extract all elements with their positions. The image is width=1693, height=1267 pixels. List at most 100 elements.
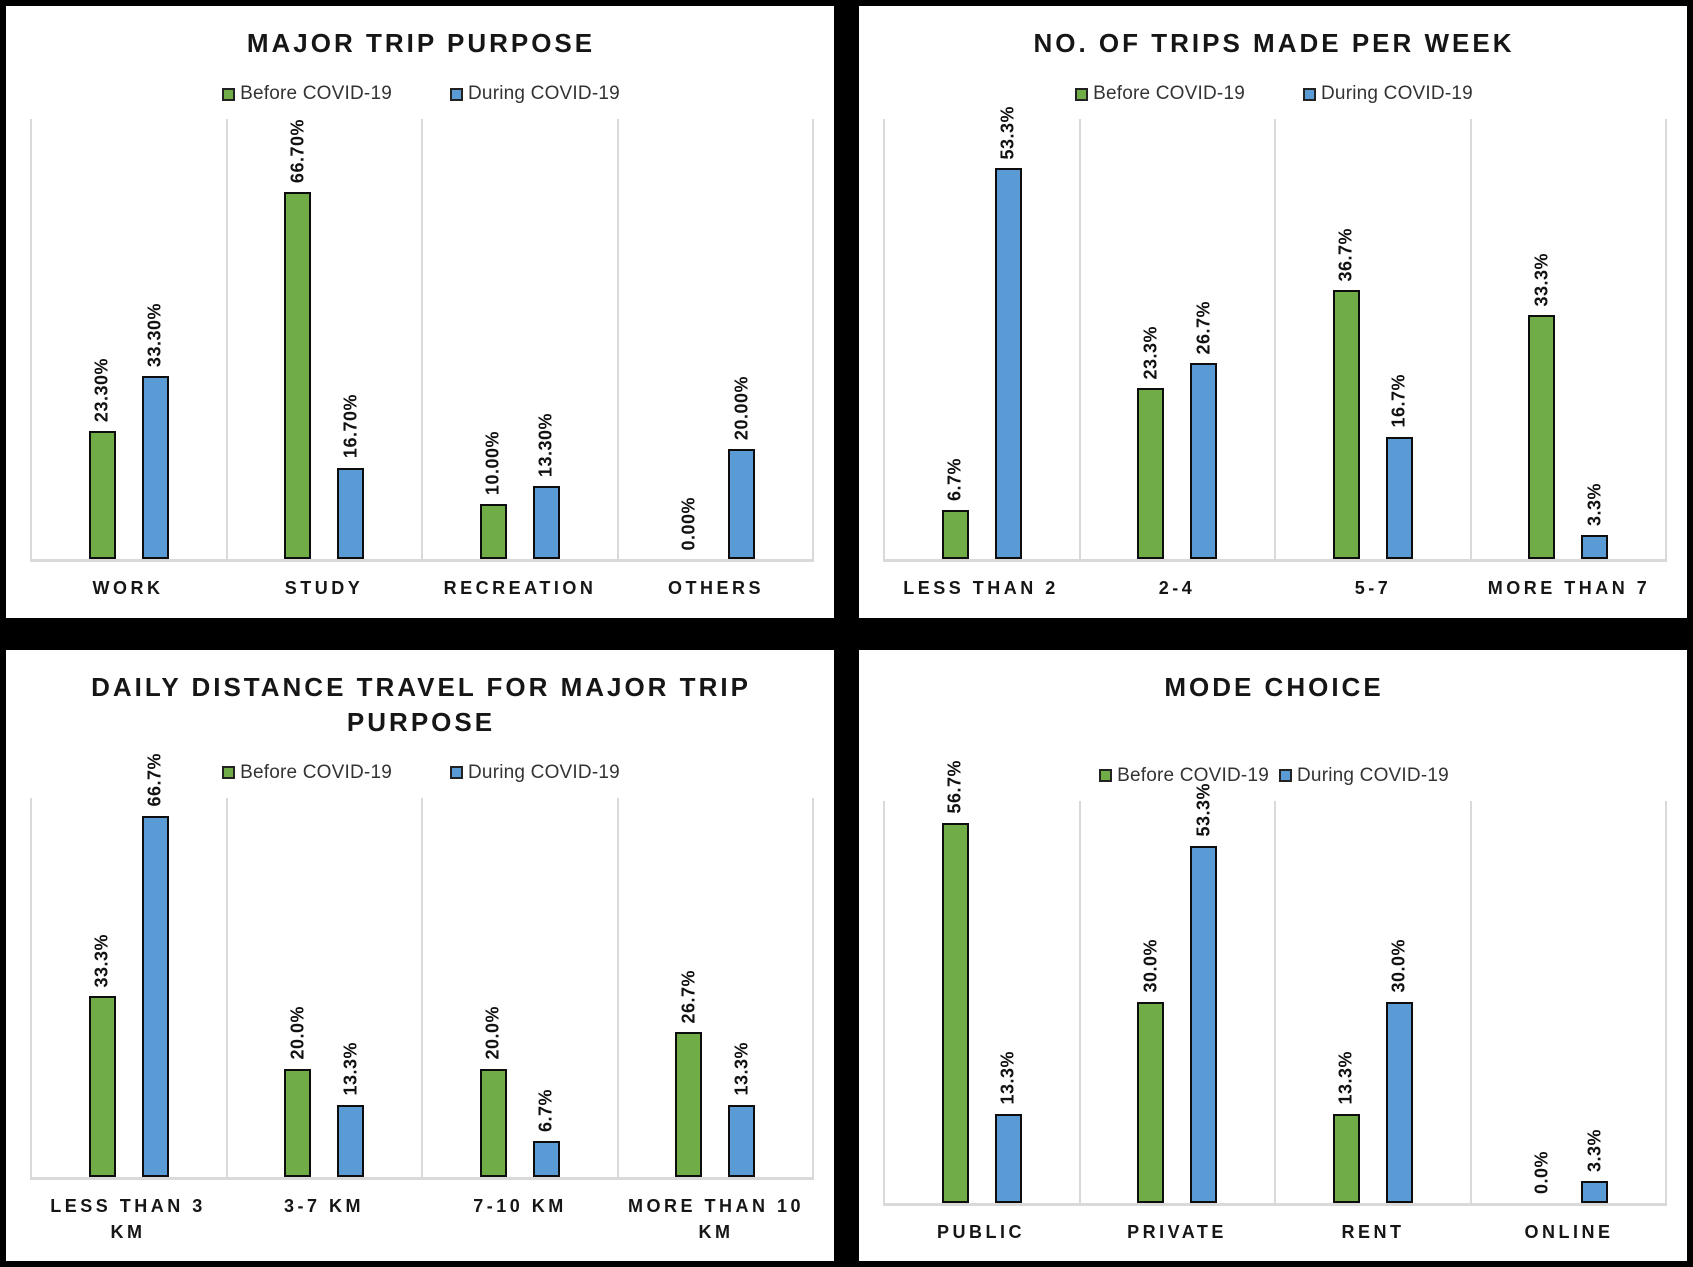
category-slot: 0.00% 20.00% [616, 119, 813, 560]
bar-value-label: 10.00% [483, 431, 504, 495]
bar-value-label: 56.7% [945, 760, 966, 814]
category-slot: 30.0% 53.3% [1078, 783, 1275, 1203]
category-slot: 13.3% 30.0% [1274, 800, 1470, 1203]
legend-label-before: Before COVID-19 [1117, 764, 1269, 786]
category-label: WORK [30, 562, 226, 601]
during-series-swatch [1303, 87, 1316, 101]
bar-value-text: 66.7% [144, 753, 165, 807]
bar-value-label: 13.30% [536, 413, 557, 477]
chart-title: NO. OF TRIPS MADE PER WEEK [1033, 28, 1515, 58]
bar-group: 26.7% 13.3% [675, 798, 756, 1177]
legend-item-before: Before COVID-19 [1075, 83, 1245, 105]
category-slot: 20.0% 13.3% [225, 797, 422, 1177]
during-series-swatch [450, 766, 463, 780]
bar-during [141, 815, 169, 1177]
legend: Before COVID-19 During COVID-19 [26, 762, 816, 784]
bar-value-label: 33.30% [145, 303, 166, 367]
bar-column-during: 16.70% [337, 119, 365, 560]
before-series-swatch [1075, 87, 1089, 101]
category-label-text: 2-4 [1158, 578, 1196, 599]
bar-value-text: 16.7% [1388, 374, 1409, 428]
bar-value-text: 3.3% [1584, 1128, 1605, 1172]
bar-group: 0.0% 3.3% [1528, 801, 1609, 1203]
bar-value-label: 33.3% [1531, 253, 1552, 307]
bar-before [1137, 1001, 1165, 1203]
bar-value-text: 13.3% [997, 1051, 1018, 1105]
bar-before [479, 1068, 507, 1177]
bar-column-before: 33.3% [88, 798, 116, 1177]
bar-value-text: 36.7% [1335, 227, 1356, 282]
bar-value-label: 26.7% [1193, 301, 1214, 355]
bar-column-during: 16.7% [1385, 119, 1413, 560]
bar-value-text: 13.30% [535, 413, 556, 478]
bar-value-text: 26.7% [1193, 300, 1214, 355]
bar-value-label: 66.7% [145, 753, 166, 807]
during-series-swatch [450, 87, 463, 101]
category-label-text: WORK [92, 578, 164, 599]
bar-value-label: 53.3% [998, 106, 1019, 160]
bar-value-text: 33.30% [144, 303, 165, 368]
bar-value-text: 53.3% [1193, 782, 1214, 837]
bar-group: 0.00% 20.00% [675, 119, 756, 560]
chart-trips-per-week: NO. OF TRIPS MADE PER WEEK Before COVID-… [859, 6, 1687, 618]
legend-item-during: During COVID-19 [1303, 83, 1473, 105]
bar-column-before: 6.7% [941, 119, 969, 560]
category-slot: 26.7% 13.3% [616, 797, 813, 1177]
category-label-text: 3-7 KM [283, 1195, 364, 1216]
category-label-text: PUBLIC [937, 1221, 1025, 1242]
bar-value-text: 20.00% [731, 376, 752, 441]
bar-value-label: 13.3% [731, 1042, 752, 1096]
bar-value-text: 10.00% [482, 431, 503, 496]
legend-label-during: During COVID-19 [468, 761, 620, 783]
category-slot: 6.7% 53.3% [883, 106, 1079, 560]
bar-value-text: 0.00% [678, 496, 699, 551]
bar-before [1137, 388, 1165, 560]
bar-before [284, 192, 312, 560]
bar-column-before: 0.0% [1528, 801, 1555, 1203]
bar-group: 20.0% 13.3% [284, 798, 365, 1177]
chart-major-trip-purpose: MAJOR TRIP PURPOSE Before COVID-19 During… [6, 6, 834, 618]
plot-wrap: 6.7% 53.3% 23.3% 26.7% 36.7% 16.7% 33.3% 3.3% L… [883, 106, 1667, 601]
category-axis: LESS THAN 3 KM 3-7 KM 7-10 KM MORE THAN 10 … [30, 1180, 814, 1245]
bar-during [994, 1113, 1022, 1203]
bar-value-label: 23.30% [92, 358, 113, 422]
bar-group: 33.3% 66.7% [88, 753, 169, 1177]
bar-during [728, 449, 756, 560]
bar-value-text: 23.3% [1140, 325, 1161, 380]
bar-value-label: 33.3% [92, 934, 113, 988]
bar-value-label: 3.3% [1584, 483, 1605, 526]
legend-label-before: Before COVID-19 [1093, 83, 1245, 105]
bar-value-label: 23.3% [1140, 326, 1161, 380]
bar-column-before: 13.3% [1332, 801, 1360, 1203]
legend-item-during: During COVID-19 [450, 762, 620, 784]
category-label: 5-7 [1275, 562, 1471, 601]
category-label: RECREATION [422, 562, 618, 601]
plot-wrap: 33.3% 66.7% 20.0% 13.3% 20.0% 6.7% 26.7% 13.3% … [30, 753, 814, 1245]
category-label: LESS THAN 2 [883, 562, 1079, 601]
bar-column-during: 3.3% [1581, 119, 1609, 560]
category-label: MORE THAN 10 KM [618, 1180, 814, 1245]
bar-value-label: 20.0% [483, 1006, 504, 1060]
bar-value-text: 30.0% [1140, 939, 1161, 993]
bar-column-before: 26.7% [675, 798, 703, 1177]
category-slot: 66.70% 16.70% [225, 119, 422, 560]
category-label: LESS THAN 3 KM [30, 1180, 226, 1245]
bar-group: 20.0% 6.7% [479, 798, 560, 1177]
chart-daily-distance: DAILY DISTANCE TRAVEL FOR MAJOR TRIP PUR… [6, 649, 834, 1261]
category-label: 2-4 [1079, 562, 1275, 601]
chart-mode-choice: MODE CHOICE Before COVID-19 During COVID-… [859, 649, 1687, 1261]
bar-value-label: 30.0% [1140, 939, 1161, 993]
bar-during [532, 486, 560, 560]
bar-column-during: 3.3% [1581, 801, 1609, 1203]
bar-value-label: 6.7% [945, 458, 966, 501]
bar-value-text: 56.7% [944, 760, 965, 814]
bar-column-before: 20.0% [479, 798, 507, 1177]
bar-group: 10.00% 13.30% [479, 119, 560, 560]
legend-label-during: During COVID-19 [468, 83, 620, 105]
bar-during [1385, 1001, 1413, 1203]
category-label: PRIVATE [1079, 1206, 1275, 1245]
legend: Before COVID-19 During COVID-19 [26, 83, 816, 105]
legend-item-before: Before COVID-19 [222, 762, 392, 784]
bar-group: 33.3% 3.3% [1528, 119, 1609, 560]
bar-before [1528, 315, 1556, 560]
